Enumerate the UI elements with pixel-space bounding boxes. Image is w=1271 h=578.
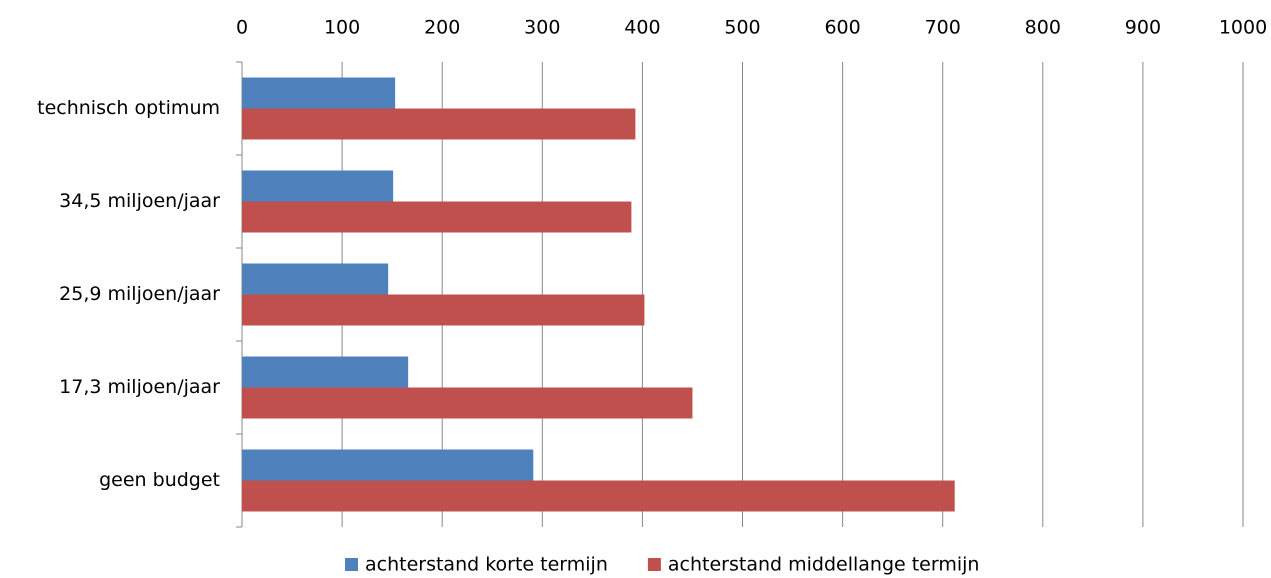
x-tick-label: 500: [724, 17, 760, 39]
x-tick-label: 200: [424, 17, 460, 39]
x-tick-label: 700: [925, 17, 961, 39]
x-tick-label: 400: [624, 17, 660, 39]
y-tick-label: geen budget: [99, 469, 220, 491]
legend-label: achterstand middellange termijn: [668, 554, 980, 576]
bar: [242, 449, 534, 481]
x-tick-label: 800: [1025, 17, 1061, 39]
y-tick-label: 25,9 miljoen/jaar: [59, 283, 220, 305]
x-tick-label: 300: [524, 17, 560, 39]
x-tick-label: 900: [1125, 17, 1161, 39]
bar: [242, 201, 632, 233]
legend-label: achterstand korte termijn: [365, 554, 608, 576]
bar: [242, 263, 389, 295]
bar: [242, 77, 396, 109]
legend-swatch: [647, 558, 661, 571]
bar: [242, 387, 693, 419]
bar: [242, 480, 955, 512]
x-tick-label: 0: [236, 17, 248, 39]
y-tick-label: technisch optimum: [37, 97, 220, 119]
x-tick-label: 600: [824, 17, 860, 39]
bar: [242, 170, 394, 202]
y-tick-label: 17,3 miljoen/jaar: [59, 376, 220, 398]
bar: [242, 356, 409, 388]
bar: [242, 108, 636, 140]
y-tick-label: 34,5 miljoen/jaar: [59, 190, 220, 212]
legend-swatch: [345, 558, 358, 571]
x-tick-label: 100: [324, 17, 360, 39]
x-tick-label: 1000: [1219, 17, 1267, 39]
bar: [242, 294, 645, 326]
